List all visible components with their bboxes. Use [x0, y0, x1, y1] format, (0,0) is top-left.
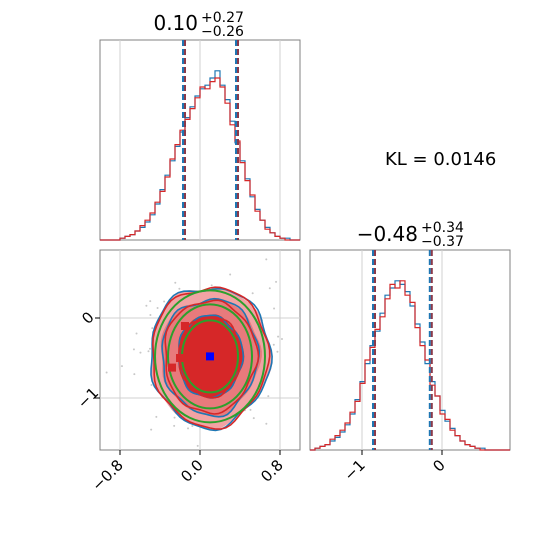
joint-sample-point: [280, 337, 283, 340]
joint-sample-point: [148, 347, 151, 350]
joint-sample-point: [147, 350, 150, 353]
joint-red-square-marker: [181, 322, 189, 330]
joint-sample-point: [149, 300, 152, 303]
joint-x-ticks: −0.8 0.0 0.8: [88, 450, 287, 495]
marginal-x-histogram-red: [100, 77, 300, 241]
joint-sample-point: [251, 292, 254, 295]
marginal-x-grid: [119, 40, 281, 240]
marginal-x-quantiles: [182, 40, 239, 240]
joint-sample-point: [105, 371, 108, 374]
joint-red-square-marker: [226, 358, 234, 366]
joint-red-square-marker: [198, 346, 206, 354]
marginal-y-title-sup: +0.34: [421, 220, 464, 236]
joint-contour-red: [164, 299, 260, 415]
joint-contour-green: [154, 289, 266, 424]
joint-sample-point: [267, 395, 270, 398]
joint-y-tick-label: −1: [74, 384, 102, 412]
marginal-y-title-sub: −0.37: [421, 234, 464, 250]
marginal-x-title-sub: −0.26: [201, 24, 244, 40]
joint-sample-point: [174, 281, 177, 284]
joint-y-ticks: 0 −1: [74, 308, 102, 412]
joint-contour-red: [152, 286, 271, 430]
joint-sample-point: [163, 300, 166, 303]
joint-sample-point: [149, 314, 152, 317]
joint-sample-point: [135, 332, 138, 335]
joint-red-square-marker: [211, 334, 219, 342]
marginal-x-histograms: [100, 70, 300, 241]
joint-sample-point: [187, 427, 190, 430]
joint-contour-blue: [161, 297, 261, 418]
joint-sample-point: [265, 258, 268, 261]
joint-red-square-marker: [176, 354, 184, 362]
joint-red-square-marker: [216, 370, 224, 378]
joint-sample-point: [145, 304, 148, 307]
marginal-x-title-sup: +0.27: [201, 10, 244, 26]
joint-x-tick-label: 0.0: [177, 456, 207, 486]
marginal-x-title: 0.10: [153, 11, 198, 35]
joint-sample-point: [133, 373, 136, 376]
joint-sample-point: [210, 284, 213, 287]
joint-sample-point: [229, 273, 232, 276]
marginal-y-title: −0.48: [357, 222, 418, 246]
joint-sample-point: [178, 287, 181, 290]
joint-sample-point: [150, 384, 153, 387]
joint-markers: [168, 322, 234, 382]
marginal-y-x-ticks: −1 0: [340, 450, 449, 484]
joint-red-square-marker: [191, 374, 199, 382]
joint-sample-point: [156, 306, 159, 309]
joint-sample-point: [276, 350, 279, 353]
kl-annotation: KL = 0.0146: [385, 149, 496, 170]
joint-sample-point: [173, 424, 176, 427]
marginal-y-histogram-red: [310, 280, 510, 451]
joint-sample-point: [139, 351, 142, 354]
joint-sample-point: [196, 444, 199, 447]
joint-sample-point: [151, 327, 154, 330]
joint-red-square-marker: [168, 363, 176, 372]
joint-x-tick-label: −0.8: [88, 456, 126, 494]
marginal-y-quantiles: [372, 250, 433, 450]
joint-blue-square-marker: [206, 352, 214, 361]
joint-sample-point: [249, 408, 252, 411]
joint-contour-green: [167, 303, 253, 410]
joint-sample-point: [155, 415, 158, 418]
marginal-x-title-main: 0.10: [153, 11, 198, 35]
marginal-y-panel: −1 0 −0.48 +0.34 −0.37: [309, 220, 511, 484]
joint-sample-point: [273, 307, 276, 310]
joint-sample-point: [268, 287, 271, 290]
joint-sample-point: [150, 428, 153, 431]
marginal-y-frame: [309, 249, 511, 451]
joint-sample-point: [173, 416, 176, 419]
joint-y-tick-label: 0: [78, 308, 97, 327]
joint-sample-point: [277, 335, 280, 338]
joint-sample-point: [120, 365, 123, 368]
marginal-y-x-tick-label: −1: [340, 456, 368, 484]
marginal-x-panel: 0.10 +0.27 −0.26: [99, 10, 301, 241]
joint-sample-point: [272, 343, 275, 346]
joint-panel: −0.8 0.0 0.8 0 −1: [74, 249, 301, 495]
joint-sample-point: [252, 417, 255, 420]
marginal-y-title-main: −0.48: [357, 222, 418, 246]
joint-x-tick-label: 0.8: [257, 456, 287, 486]
marginal-y-x-tick-label: 0: [429, 456, 448, 475]
marginal-y-histograms: [310, 280, 510, 451]
joint-sample-point: [265, 422, 268, 425]
joint-sample-point: [132, 348, 135, 351]
marginal-y-histogram-blue: [310, 280, 510, 451]
joint-sample-point: [191, 425, 194, 428]
marginal-y-grid: [361, 250, 443, 450]
joint-sample-point: [275, 280, 278, 283]
